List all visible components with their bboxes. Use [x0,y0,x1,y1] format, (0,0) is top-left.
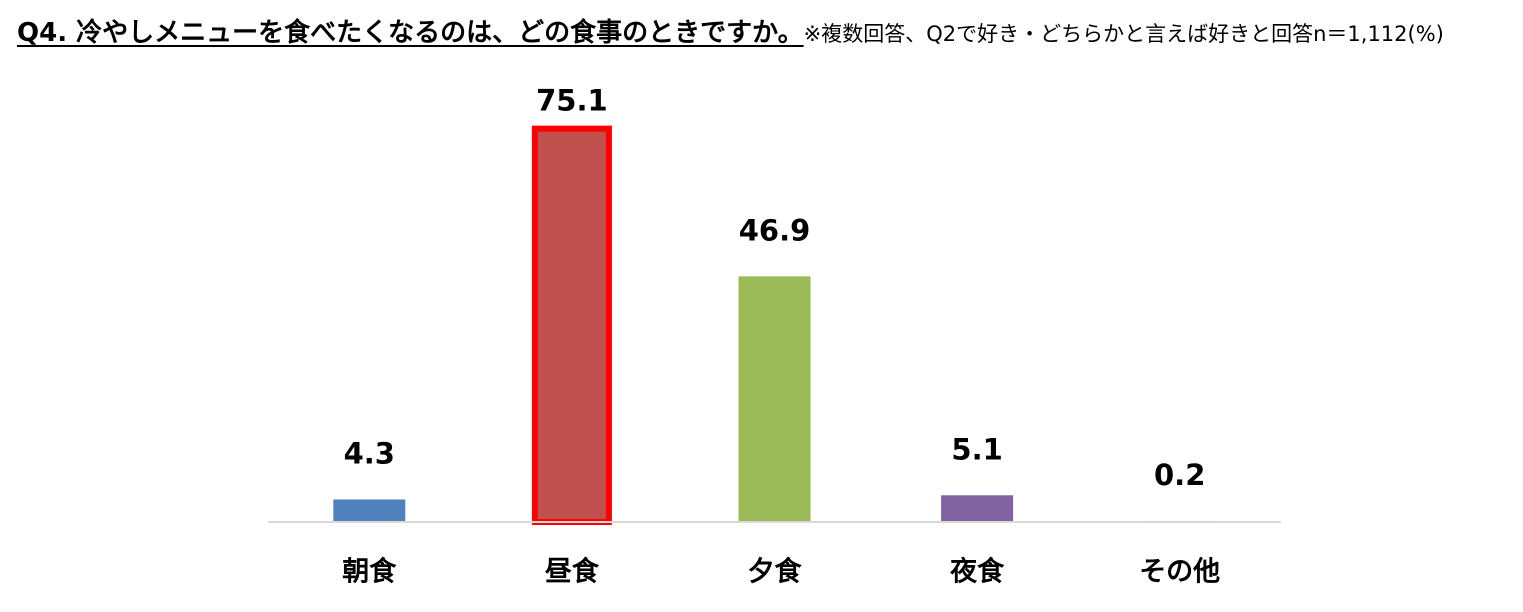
x-tick-label: 夜食 [949,556,1005,588]
data-label: 75.1 [536,84,608,118]
x-tick-label: その他 [1139,557,1220,588]
data-label: 4.3 [344,436,395,470]
data-label: 0.2 [1154,458,1205,492]
data-label: 46.9 [739,213,811,247]
bar [531,125,612,525]
x-tick-label: 夕食 [748,556,803,588]
x-tick-label: 朝食 [342,556,397,588]
chart-subtitle: ※複数回答、Q2で好き・どちらかと言えば好きと回答n＝1,112(%) [803,22,1444,46]
header: Q4. 冷やしメニューを食べたくなるのは、どの食事のときですか。※複数回答、Q2… [17,10,1512,59]
data-label: 5.1 [951,432,1002,466]
bar [941,495,1014,522]
bar [333,499,406,522]
bar [738,276,811,522]
chart-title: Q4. 冷やしメニューを食べたくなるのは、どの食事のときですか。 [17,18,804,48]
x-tick-label: 昼食 [545,556,600,588]
